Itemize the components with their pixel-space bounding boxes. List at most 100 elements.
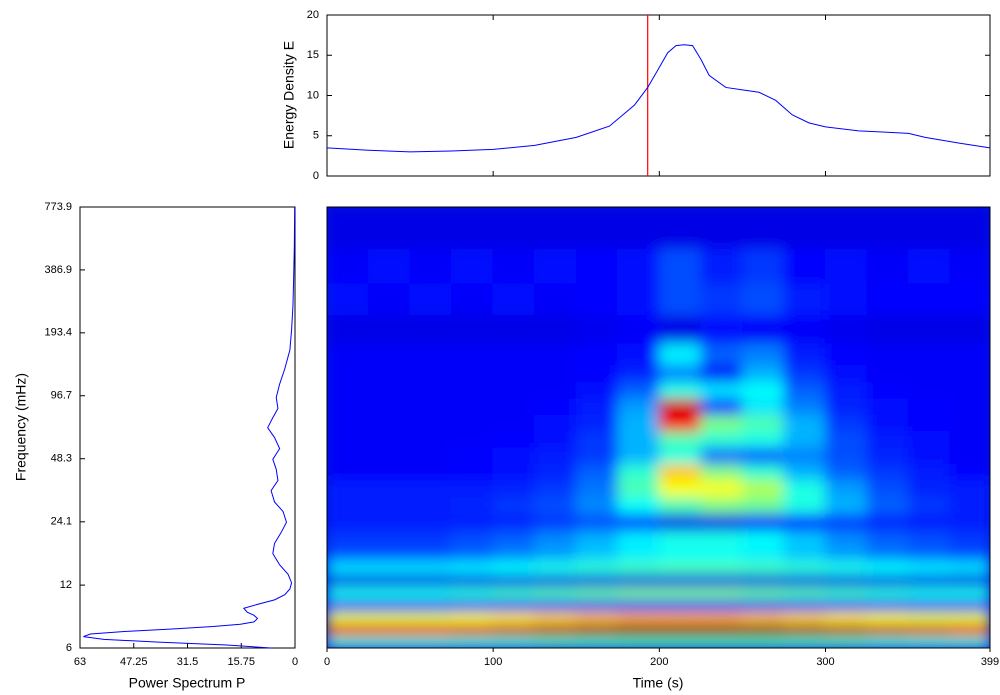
energy-line — [326, 44, 991, 153]
x-axis-label: Time (s) — [633, 675, 684, 691]
heatmap-cell — [534, 314, 577, 344]
heatmap-cell — [451, 463, 494, 481]
heatmap-cell — [658, 342, 702, 366]
heatmap-cell — [575, 207, 619, 249]
heatmap-cell — [617, 598, 660, 612]
heatmap-cell — [908, 623, 951, 638]
heatmap-cell — [451, 479, 494, 497]
heatmap-cell — [617, 560, 660, 575]
heatmap-cell — [866, 623, 910, 638]
heatmap-cell — [409, 560, 453, 575]
heatmap-cell — [658, 446, 702, 465]
heatmap-cell — [327, 573, 370, 588]
heatmap-cell — [658, 397, 702, 415]
x-tick-label: 47.25 — [120, 656, 148, 668]
heatmap-cell — [949, 282, 990, 316]
heatmap-cell — [700, 397, 743, 415]
heatmap-cell — [783, 430, 826, 448]
heatmap-cell — [741, 479, 785, 497]
x-tick-label: 15.75 — [227, 656, 255, 668]
heatmap-cell — [451, 282, 494, 316]
heatmap-cell — [866, 247, 910, 284]
heatmap-cell — [908, 463, 951, 481]
x-tick-label: 399 — [981, 656, 999, 668]
heatmap-cell — [409, 430, 453, 448]
heatmap-cell — [327, 598, 370, 612]
heatmap-cell — [700, 282, 743, 316]
heatmap-cell — [700, 560, 743, 575]
heatmap-cell — [617, 513, 660, 531]
heatmap-cell — [866, 573, 910, 588]
heatmap-cell — [492, 495, 536, 515]
heatmap-cell — [409, 529, 453, 547]
heatmap-cell — [866, 529, 910, 547]
heatmap-cell — [451, 529, 494, 547]
heatmap-cell — [534, 598, 577, 612]
heatmap-cell — [908, 413, 951, 432]
heatmap-cell — [534, 623, 577, 638]
heatmap-cell — [908, 495, 951, 515]
heatmap-cell — [451, 573, 494, 588]
heatmap-cell — [617, 636, 660, 648]
heatmap-cell — [534, 463, 577, 481]
heatmap-cell — [617, 495, 660, 515]
heatmap-cell — [534, 207, 577, 249]
heatmap-cell — [617, 610, 660, 625]
heatmap-cell — [617, 586, 660, 600]
heatmap-cell — [741, 247, 785, 284]
heatmap-cell — [492, 610, 536, 625]
heatmap-cell — [741, 207, 785, 249]
heatmap-cell — [451, 446, 494, 465]
heatmap-cell — [575, 247, 619, 284]
heatmap-cell — [409, 364, 453, 383]
heatmap-cells — [327, 207, 990, 648]
heatmap-cell — [492, 636, 536, 648]
heatmap-cell — [451, 381, 494, 399]
heatmap-cell — [824, 598, 868, 612]
heatmap-cell — [492, 247, 536, 284]
y-tick-label: 20 — [307, 9, 319, 21]
heatmap-cell — [783, 623, 826, 638]
heatmap-cell — [327, 314, 370, 344]
heatmap-cell — [658, 623, 702, 638]
heatmap-cell — [949, 513, 990, 531]
heatmap-cell — [575, 413, 619, 432]
heatmap-cell — [824, 610, 868, 625]
heatmap-cell — [575, 598, 619, 612]
heatmap-cell — [617, 430, 660, 448]
heatmap-cell — [700, 636, 743, 648]
heatmap-cell — [658, 545, 702, 562]
heatmap-cell — [949, 545, 990, 562]
heatmap-cell — [700, 513, 743, 531]
heatmap-cell — [534, 513, 577, 531]
heatmap-cell — [617, 247, 660, 284]
heatmap-cell — [575, 342, 619, 366]
heatmap-cell — [658, 282, 702, 316]
heatmap-cell — [783, 364, 826, 383]
heatmap-cell — [741, 446, 785, 465]
heatmap-cell — [492, 342, 536, 366]
heatmap-cell — [492, 586, 536, 600]
heatmap-cell — [575, 610, 619, 625]
heatmap-cell — [866, 397, 910, 415]
heatmap-cell — [451, 610, 494, 625]
x-tick-label: 0 — [292, 656, 298, 668]
heatmap-cell — [327, 397, 370, 415]
heatmap-cell — [368, 529, 411, 547]
heatmap-cell — [451, 598, 494, 612]
heatmap-cell — [783, 247, 826, 284]
heatmap-cell — [368, 495, 411, 515]
heatmap-cell — [824, 573, 868, 588]
heatmap-cell — [658, 495, 702, 515]
heatmap-cell — [409, 342, 453, 366]
heatmap-cell — [866, 636, 910, 648]
y-tick-label: 773.9 — [44, 201, 72, 213]
heatmap-cell — [824, 513, 868, 531]
heatmap-cell — [327, 342, 370, 366]
heatmap-cell — [409, 446, 453, 465]
heatmap-cell — [368, 636, 411, 648]
heatmap-cell — [783, 397, 826, 415]
heatmap-cell — [783, 636, 826, 648]
heatmap-cell — [575, 545, 619, 562]
heatmap-cell — [908, 610, 951, 625]
